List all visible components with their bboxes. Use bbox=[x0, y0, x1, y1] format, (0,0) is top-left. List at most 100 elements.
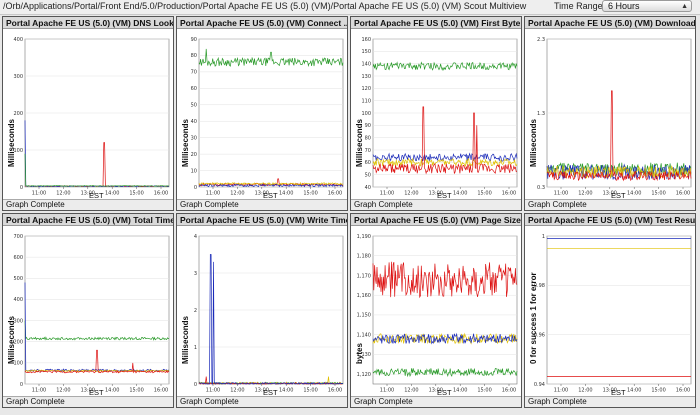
y-tick-label: 60 bbox=[365, 160, 371, 166]
y-tick-label: 2.3 bbox=[537, 37, 545, 43]
breadcrumb[interactable]: /Orb/Applications/Portal/Front End/5.0/P… bbox=[3, 1, 527, 11]
series-line-red bbox=[24, 349, 170, 374]
y-tick-label: 80 bbox=[365, 135, 371, 141]
time-range-select[interactable]: 6 Hours ▲ bbox=[602, 0, 692, 12]
panel-status: Graph Complete bbox=[3, 396, 173, 407]
graph-panel[interactable]: Portal Apache FE US (5.0) (VM) Write Tim… bbox=[176, 213, 348, 408]
x-tick-label: 12:00 bbox=[404, 388, 418, 394]
x-tick-label: 12:00 bbox=[230, 191, 244, 197]
x-tick-label: 11:00 bbox=[206, 388, 220, 394]
series-line-green bbox=[372, 61, 518, 71]
graph-panel[interactable]: Portal Apache FE US (5.0) (VM) First Byt… bbox=[350, 16, 522, 211]
y-tick-label: 400 bbox=[13, 297, 23, 303]
y-axis-label: Milliseconds bbox=[7, 118, 16, 167]
time-range-label: Time Range: bbox=[554, 1, 606, 11]
y-tick-label: 140 bbox=[361, 61, 371, 67]
series-line-blue bbox=[372, 332, 518, 345]
plot-area bbox=[198, 38, 344, 188]
x-tick-label: 13:00 bbox=[255, 191, 269, 197]
y-tick-label: 110 bbox=[361, 98, 371, 104]
graph-panel[interactable]: Portal Apache FE US (5.0) (VM) Page Size… bbox=[350, 213, 522, 408]
x-tick-label: 16:00 bbox=[502, 388, 516, 394]
series-line-green bbox=[24, 320, 170, 341]
x-tick-label: 16:00 bbox=[328, 388, 342, 394]
x-tick-label: 14:00 bbox=[105, 191, 119, 197]
x-tick-label: 12:00 bbox=[578, 191, 592, 197]
graph-panel[interactable]: Portal Apache FE US (5.0) (VM) Connect .… bbox=[176, 16, 348, 211]
y-tick-label: 130 bbox=[361, 74, 371, 80]
line-chart[interactable]: 0 100 200 300 400 500 600 700 11:00 12:00 13:00 14:… bbox=[3, 226, 173, 398]
graph-panel[interactable]: Portal Apache FE US (5.0) (VM) Total Tim… bbox=[2, 213, 174, 408]
x-tick-label: 14:00 bbox=[627, 191, 641, 197]
graph-panel[interactable]: Portal Apache FE US (5.0) (VM) Test Resu… bbox=[524, 213, 696, 408]
top-bar: /Orb/Applications/Portal/Front End/5.0/P… bbox=[0, 0, 700, 15]
y-axis-label: Milliseconds bbox=[181, 315, 190, 364]
x-tick-label: 13:00 bbox=[81, 388, 95, 394]
y-tick-label: 80 bbox=[191, 53, 197, 59]
y-tick-label: 1,170 bbox=[357, 273, 371, 279]
y-tick-label: 200 bbox=[13, 111, 23, 117]
line-chart[interactable]: 0 10 20 30 40 50 60 70 80 90 11:00 12:00 13:00 14:00 1… bbox=[177, 29, 347, 201]
y-tick-label: 40 bbox=[365, 185, 371, 191]
series-line-green bbox=[24, 153, 170, 187]
graph-panel[interactable]: Portal Apache FE US (5.0) (VM) Download.… bbox=[524, 16, 696, 211]
series-line-red bbox=[372, 106, 518, 175]
y-axis-label: Milliseconds bbox=[529, 118, 538, 167]
x-tick-label: 13:00 bbox=[603, 388, 617, 394]
line-chart[interactable]: 0.3 1.3 2.3 11:00 12:00 13:00 14:00 15:00 16:00 bbox=[525, 29, 695, 201]
panel-title: Portal Apache FE US (5.0) (VM) First Byt… bbox=[351, 17, 521, 29]
plot-area bbox=[546, 235, 692, 385]
panel-status: Graph Complete bbox=[3, 199, 173, 210]
x-tick-label: 15:00 bbox=[651, 191, 665, 197]
graph-panel[interactable]: Portal Apache FE US (5.0) (VM) DNS Look.… bbox=[2, 16, 174, 211]
y-tick-label: 200 bbox=[13, 340, 23, 346]
x-tick-label: 15:00 bbox=[129, 388, 143, 394]
y-tick-label: 4 bbox=[194, 234, 197, 240]
y-axis-label: 0 for success 1 for error bbox=[529, 272, 538, 364]
series-line-green bbox=[546, 162, 692, 176]
series-line-yellow bbox=[372, 332, 518, 345]
y-tick-label: 0.3 bbox=[537, 185, 545, 191]
y-tick-label: 1,140 bbox=[357, 332, 371, 338]
x-tick-label: 15:00 bbox=[477, 388, 491, 394]
y-tick-label: 160 bbox=[361, 37, 371, 43]
y-tick-label: 700 bbox=[13, 234, 23, 240]
time-range-value: 6 Hours bbox=[608, 1, 640, 11]
line-chart[interactable]: 0 100 200 300 400 11:00 12:00 13:00 14:00 15:00 16… bbox=[3, 29, 173, 201]
panel-title: Portal Apache FE US (5.0) (VM) DNS Look.… bbox=[3, 17, 173, 29]
line-chart[interactable]: 1,120 1,130 1,140 1,150 1,160 1,170 1,180 1,190… bbox=[351, 226, 521, 398]
x-tick-label: 13:00 bbox=[603, 191, 617, 197]
x-tick-label: 16:00 bbox=[328, 191, 342, 197]
y-tick-label: 120 bbox=[361, 86, 371, 92]
x-tick-label: 14:00 bbox=[453, 388, 467, 394]
y-tick-label: 0.94 bbox=[534, 382, 545, 388]
x-tick-label: 11:00 bbox=[380, 191, 394, 197]
y-tick-label: 50 bbox=[191, 103, 197, 109]
plot-area bbox=[24, 235, 170, 385]
y-tick-label: 90 bbox=[365, 123, 371, 129]
x-tick-label: 11:00 bbox=[380, 388, 394, 394]
y-tick-label: 50 bbox=[365, 172, 371, 178]
panel-status: Graph Complete bbox=[525, 199, 695, 210]
panel-title: Portal Apache FE US (5.0) (VM) Connect .… bbox=[177, 17, 347, 29]
y-axis-label: Milliseconds bbox=[355, 118, 364, 167]
y-tick-label: 70 bbox=[365, 148, 371, 154]
panel-status: Graph Complete bbox=[351, 396, 521, 407]
x-tick-label: 14:00 bbox=[627, 388, 641, 394]
x-tick-label: 12:00 bbox=[56, 191, 70, 197]
y-tick-label: 1,120 bbox=[357, 372, 371, 378]
x-tick-label: 11:00 bbox=[554, 388, 568, 394]
y-tick-label: 3 bbox=[194, 271, 197, 277]
x-tick-label: 12:00 bbox=[578, 388, 592, 394]
y-tick-label: 500 bbox=[13, 276, 23, 282]
line-chart[interactable]: 0 1 2 3 4 11:00 12:00 13:00 14:00 15:00 16:00 bbox=[177, 226, 347, 398]
series-line-red bbox=[546, 90, 692, 182]
y-tick-label: 70 bbox=[191, 70, 197, 76]
line-chart[interactable]: 40 50 60 70 80 90 100 110 120 130 140 150 160 11:00 12… bbox=[351, 29, 521, 201]
x-tick-label: 13:00 bbox=[429, 191, 443, 197]
line-chart[interactable]: 0.94 0.96 0.98 1 11:00 12:00 13:00 14:00 15:00 16… bbox=[525, 226, 695, 398]
x-axis-label: EST bbox=[611, 191, 626, 200]
y-tick-label: 100 bbox=[361, 111, 371, 117]
panel-title: Portal Apache FE US (5.0) (VM) Total Tim… bbox=[3, 214, 173, 226]
x-axis-label: EST bbox=[437, 191, 452, 200]
